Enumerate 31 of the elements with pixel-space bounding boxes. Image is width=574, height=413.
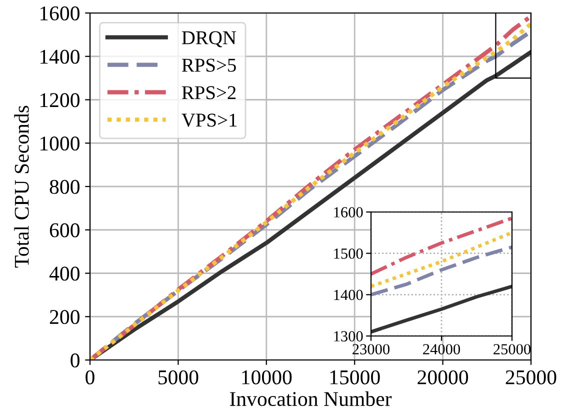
legend-label: RPS>2 xyxy=(182,86,236,100)
x-tick-label: 5000 xyxy=(158,370,198,384)
x-tick-label: 15000 xyxy=(330,370,380,384)
y-tick-label: 1500 xyxy=(334,248,363,259)
y-tick-label: 0 xyxy=(70,353,80,368)
x-tick-label: 25000 xyxy=(506,370,556,384)
y-tick-label: 600 xyxy=(50,223,80,238)
y-tick-label: 400 xyxy=(49,266,80,281)
y-tick-label: 800 xyxy=(50,180,80,194)
y-tick-label: 200 xyxy=(50,310,80,324)
y-tick-label: 1400 xyxy=(334,290,363,300)
legend-label: DRQN xyxy=(182,31,236,48)
x-tick-label: 20000 xyxy=(418,370,468,384)
x-tick-label: 25000 xyxy=(494,344,531,354)
y-tick-label: 1600 xyxy=(334,207,363,218)
x-tick-label: 24000 xyxy=(423,344,460,354)
line-series xyxy=(371,245,512,296)
legend-label: RPS>5 xyxy=(182,58,236,72)
y-tick-label: 1000 xyxy=(40,136,80,151)
y-tick-label: 1300 xyxy=(334,331,363,342)
x-tick-label: 10000 xyxy=(242,370,292,384)
y-axis-title: Total CPU Seconds xyxy=(14,106,29,268)
line-series xyxy=(371,230,512,288)
y-tick-label: 1600 xyxy=(40,6,80,20)
legend-label: VPS>1 xyxy=(182,114,237,127)
x-tick-label: 23000 xyxy=(352,344,390,354)
x-tick-label: 0 xyxy=(86,370,94,384)
y-tick-label: 1200 xyxy=(40,93,80,108)
x-axis-title: Invocation Number xyxy=(230,391,392,406)
line-series xyxy=(371,216,512,276)
y-tick-label: 1400 xyxy=(40,50,80,64)
